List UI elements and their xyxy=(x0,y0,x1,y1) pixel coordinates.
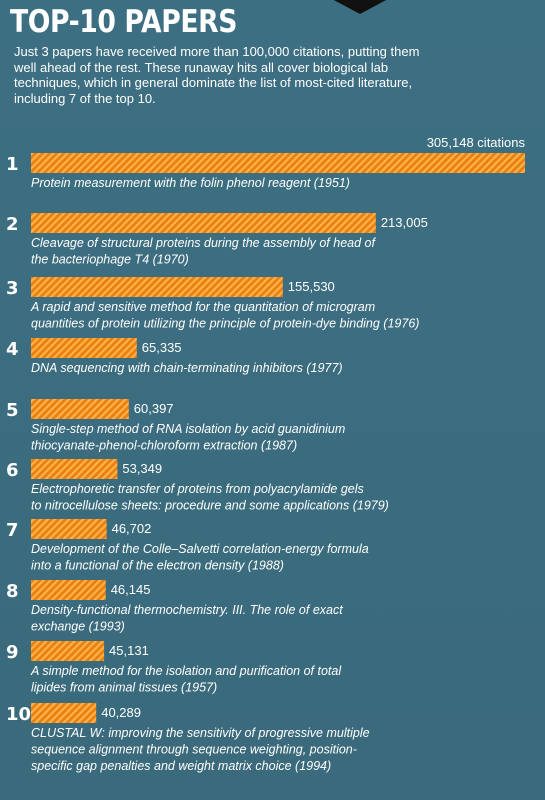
value-label: 46,702 xyxy=(112,521,152,536)
paper-title: Cleavage of structural proteins during t… xyxy=(31,236,376,250)
value-label: 305,148 citations xyxy=(427,135,526,150)
bar-row: 7 46,702 Development of the Colle–Salvetti… xyxy=(6,519,369,573)
paper-title: Single-step method of RNA isolation by a… xyxy=(31,422,345,436)
citation-bar xyxy=(31,519,107,539)
rank-label: 7 xyxy=(6,520,19,541)
value-label: 65,335 xyxy=(142,340,182,355)
value-label: 213,005 xyxy=(381,215,428,230)
paper-title: CLUSTAL W: improving the sensitivity of … xyxy=(31,726,370,740)
rank-label: 6 xyxy=(6,460,19,481)
paper-title: thiocyanate-phenol-chloroform extraction… xyxy=(31,439,297,453)
paper-title: into a functional of the electron densit… xyxy=(31,559,284,573)
citation-bar xyxy=(31,703,97,723)
paper-title: Electrophoretic transfer of proteins fro… xyxy=(31,482,364,496)
value-label: 53,349 xyxy=(122,461,162,476)
corner-tab-decoration xyxy=(330,0,390,14)
citation-bar xyxy=(31,459,118,479)
page-title: TOP-10 PAPERS xyxy=(10,4,237,40)
bar-row: 6 53,349 Electrophoretic transfer of prote… xyxy=(6,459,389,513)
citation-bar xyxy=(31,580,106,600)
rank-label: 5 xyxy=(6,400,19,421)
value-label: 60,397 xyxy=(134,401,174,416)
intro-text: Just 3 papers have received more than 10… xyxy=(14,44,420,106)
paper-title: A rapid and sensitive method for the qua… xyxy=(30,300,375,314)
bar-row: 4 65,335 DNA sequencing with chain-termina… xyxy=(6,338,343,375)
citation-bar xyxy=(31,399,129,419)
bar-row: 3 155,530 A rapid and sensitive method for… xyxy=(6,277,419,331)
citation-bar xyxy=(31,338,137,358)
paper-title: Density-functional thermochemistry. III.… xyxy=(31,603,343,617)
rank-label: 3 xyxy=(6,278,19,299)
paper-title: lipides from animal tissues (1957) xyxy=(31,681,217,695)
rank-label: 9 xyxy=(6,642,19,663)
citation-bar xyxy=(31,277,283,297)
citation-bar xyxy=(31,153,525,173)
paper-title: sequence alignment through sequence weig… xyxy=(31,743,357,757)
paper-title: Protein measurement with the folin pheno… xyxy=(31,176,350,190)
rank-label: 10 xyxy=(6,704,31,725)
citation-bar xyxy=(31,213,376,233)
paper-title: quantities of protein utilizing the prin… xyxy=(31,317,419,331)
bar-row: 1 305,148 citations Protein measurement wi… xyxy=(6,135,525,190)
bar-row: 9 45,131 A simple method for the isolation… xyxy=(6,641,342,695)
paper-title: specific gap penalties and weight matrix… xyxy=(31,759,331,773)
value-label: 155,530 xyxy=(288,279,335,294)
rank-label: 2 xyxy=(6,214,19,235)
value-label: 46,145 xyxy=(111,582,151,597)
citation-bar xyxy=(31,641,105,661)
paper-title: to nitrocellulose sheets: procedure and … xyxy=(31,499,389,513)
paper-title: exchange (1993) xyxy=(31,620,125,634)
bar-row: 8 46,145 Density-functional thermochemistr… xyxy=(6,580,343,634)
bar-row: 5 60,397 Single-step method of RNA isolati… xyxy=(6,399,345,453)
paper-title: the bacteriophage T4 (1970) xyxy=(31,253,189,267)
rank-label: 1 xyxy=(6,154,19,175)
value-label: 40,289 xyxy=(101,705,141,720)
rank-label: 4 xyxy=(6,339,19,360)
rank-label: 8 xyxy=(6,581,19,602)
paper-title: DNA sequencing with chain-terminating in… xyxy=(31,361,343,375)
bar-row: 2 213,005 Cleavage of structural proteins … xyxy=(6,213,428,267)
bar-row: 10 40,289 CLUSTAL W: improving the sensiti… xyxy=(6,703,370,773)
paper-title: Development of the Colle–Salvetti correl… xyxy=(31,542,369,556)
paper-title: A simple method for the isolation and pu… xyxy=(30,664,342,678)
value-label: 45,131 xyxy=(109,643,149,658)
